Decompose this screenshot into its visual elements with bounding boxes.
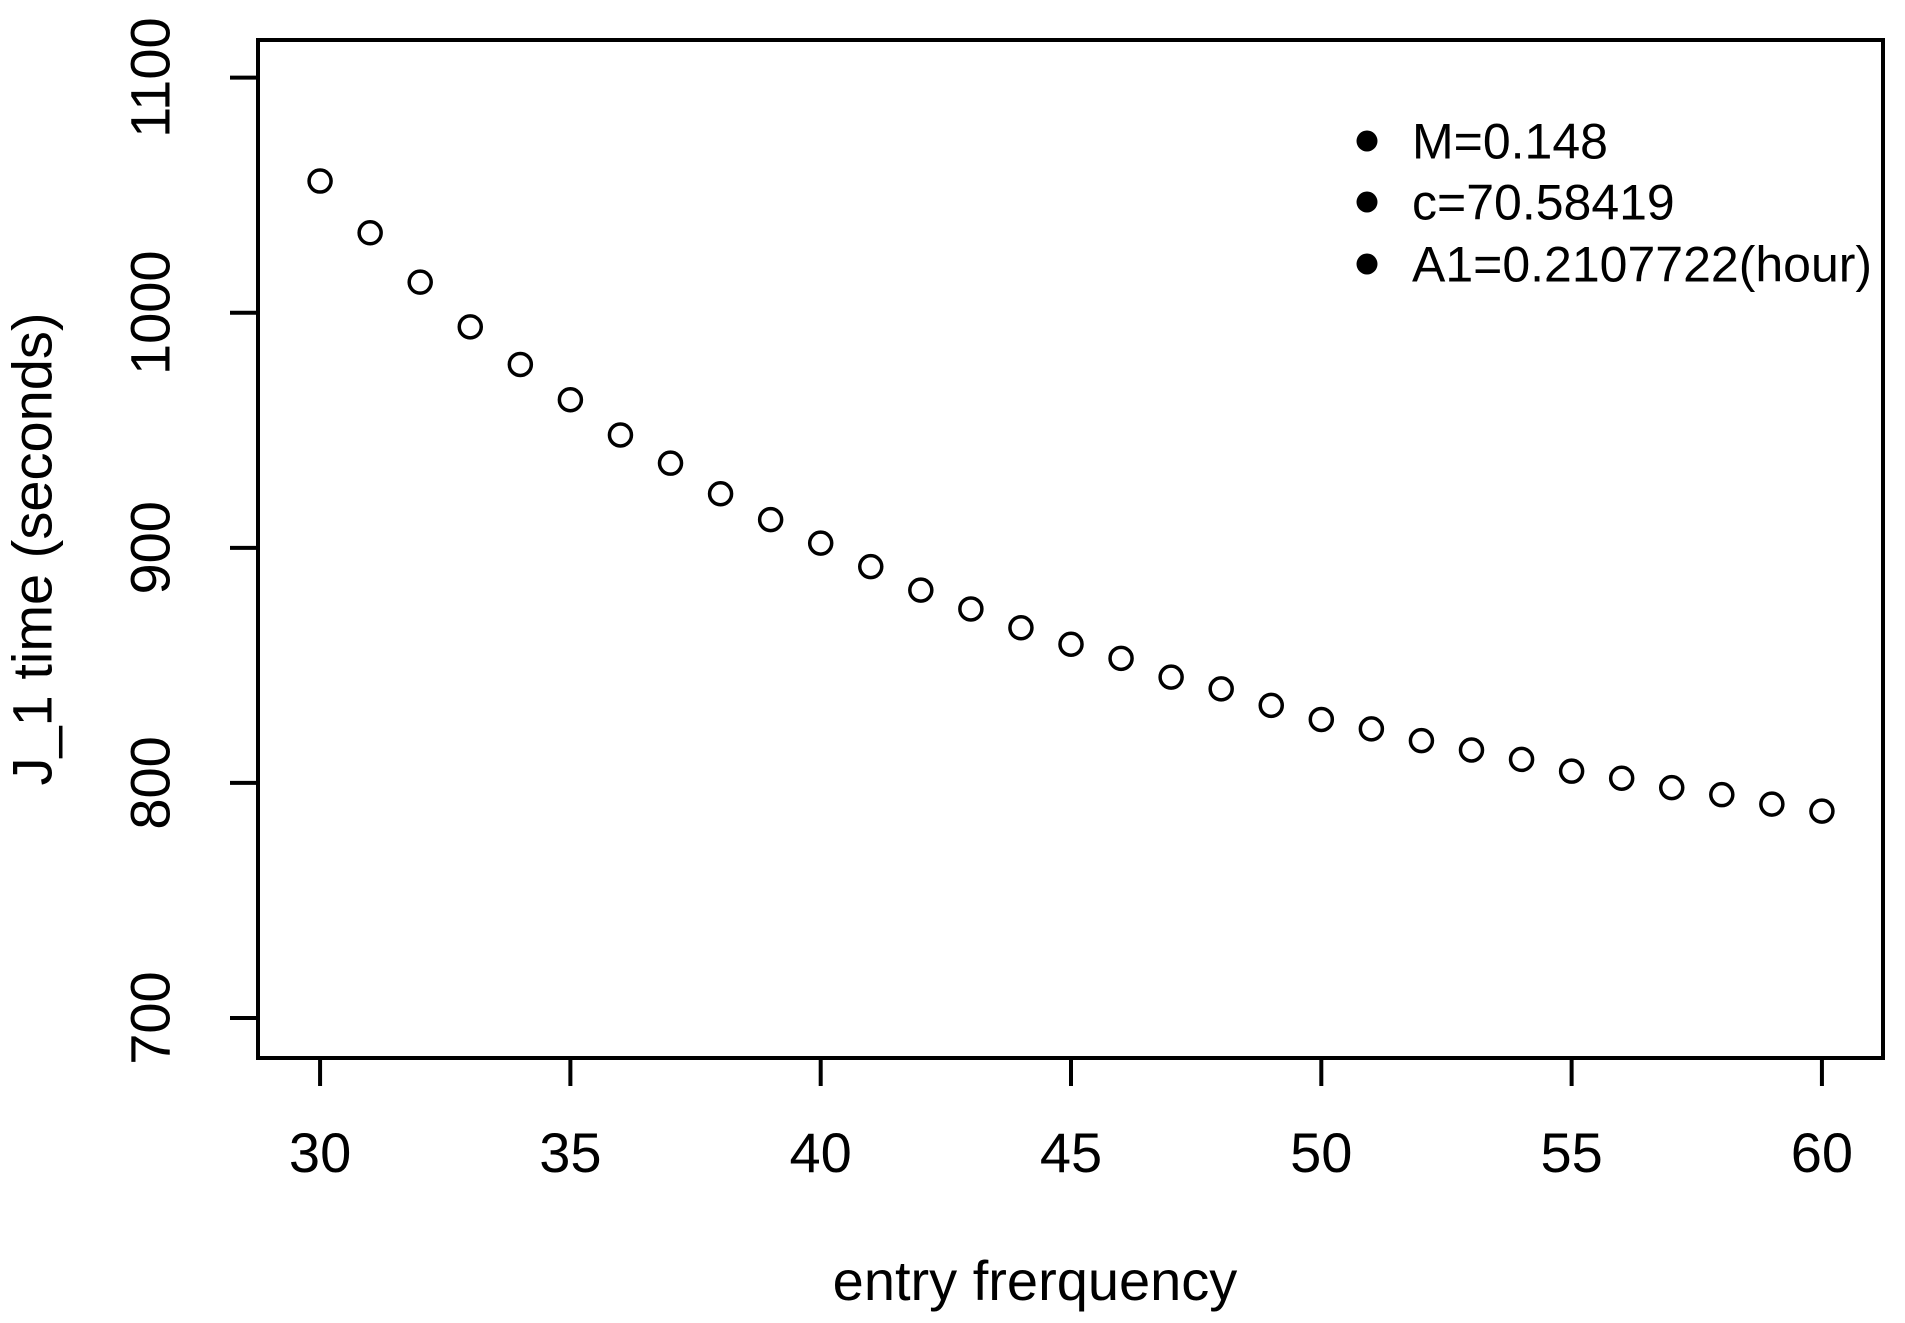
data-point [958,596,984,622]
legend-marker-dot [1356,253,1378,275]
y-axis-ticks: 700 800 900 1000 1100 [119,17,258,1065]
data-point [657,450,684,476]
x-tick-label: 30 [289,1121,351,1184]
data-point [1759,791,1785,817]
x-tick-label: 55 [1540,1121,1602,1184]
x-tick-label: 40 [790,1121,852,1184]
data-point [1508,746,1535,773]
data-point [457,314,484,340]
y-tick-label: 900 [119,501,182,594]
y-axis-title: J_1 time (seconds) [1,312,64,785]
data-points [307,168,1835,824]
data-point [908,577,934,603]
data-point [557,386,584,413]
x-axis-title: entry frerquency [833,1249,1238,1312]
x-tick-label: 60 [1791,1121,1853,1184]
x-tick-label: 35 [539,1121,601,1184]
data-point [1258,692,1284,719]
y-tick-label: 1100 [119,17,182,137]
legend-marker-dot [1356,130,1378,152]
legend-marker-dot [1356,191,1378,213]
data-point [1108,645,1134,672]
data-point [858,553,884,580]
data-point [1308,706,1335,733]
data-point [1408,727,1435,754]
data-point [307,168,333,194]
legend: M=0.148 c=70.58419 A1=0.2107722(hour) [1356,114,1872,293]
data-point [1058,631,1084,657]
data-point [807,530,834,556]
data-point [1208,676,1234,702]
data-point [707,481,734,507]
data-point [407,269,433,295]
data-point [1658,774,1685,801]
data-point [1158,664,1184,690]
data-point [357,220,383,246]
y-tick-label: 700 [119,971,182,1064]
data-point [1008,615,1034,641]
legend-entry: c=70.58419 [1412,175,1675,231]
legend-entry: A1=0.2107722(hour) [1412,237,1872,293]
data-point [1358,716,1385,742]
data-point [1558,758,1585,784]
data-point [1809,798,1835,824]
y-tick-label: 800 [119,736,182,829]
data-point [757,506,784,533]
y-tick-label: 1000 [119,250,182,375]
data-point [507,351,534,378]
x-tick-label: 50 [1290,1121,1352,1184]
legend-entry: M=0.148 [1412,114,1608,170]
x-axis-ticks: 30 35 40 45 50 55 60 [289,1058,1853,1184]
data-point [1458,737,1485,763]
data-point [1709,781,1735,808]
x-tick-label: 45 [1040,1121,1102,1184]
data-point [1608,765,1635,791]
data-point [607,422,634,448]
